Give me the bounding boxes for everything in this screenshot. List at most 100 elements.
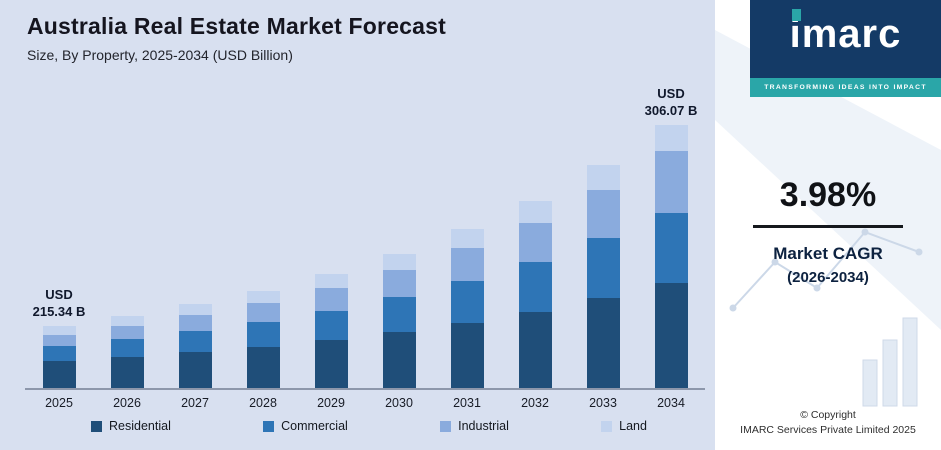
chart-header: Australia Real Estate Market Forecast Si… <box>27 13 446 63</box>
segment-land-2029 <box>314 274 348 288</box>
imarc-logo-text: imarc <box>789 12 902 56</box>
segment-land-2026 <box>110 316 144 326</box>
segment-commercial-2030 <box>382 297 416 332</box>
segment-commercial-2033 <box>586 238 620 298</box>
segment-commercial-2026 <box>110 339 144 357</box>
legend-item-residential: Residential <box>91 419 171 433</box>
chart-title: Australia Real Estate Market Forecast <box>27 13 447 39</box>
x-tick-2027: 2027 <box>181 396 209 410</box>
legend-label-residential: Residential <box>109 419 171 433</box>
bar-total-label-2025: USD 215.34 B <box>32 287 86 320</box>
logo-accent-mark <box>791 9 801 21</box>
segment-industrial-2025 <box>42 335 76 346</box>
x-tick-2033: 2033 <box>589 396 617 410</box>
segment-commercial-2029 <box>314 311 348 340</box>
copyright-line2: IMARC Services Private Limited 2025 <box>740 423 916 436</box>
legend: Residential Commercial Industrial Land <box>25 419 705 433</box>
brand-panel: imarc TRANSFORMING IDEAS INTO IMPACT 3.9… <box>715 0 941 450</box>
segment-industrial-2034 <box>654 151 688 213</box>
segment-industrial-2027 <box>178 315 212 331</box>
cagr-value: 3.98% <box>779 176 877 214</box>
segment-residential-2033 <box>586 298 620 388</box>
segment-industrial-2028 <box>246 303 280 322</box>
stacked-bar-2025 <box>42 326 76 388</box>
segment-commercial-2025 <box>42 346 76 361</box>
segment-commercial-2031 <box>450 281 484 323</box>
bar-column-2025: USD 215.34 B <box>25 90 93 388</box>
segment-land-2028 <box>246 291 280 303</box>
segment-commercial-2027 <box>178 331 212 352</box>
segment-residential-2031 <box>450 323 484 388</box>
segment-residential-2027 <box>178 352 212 388</box>
segment-industrial-2032 <box>518 223 552 262</box>
x-tick-2032: 2032 <box>521 396 549 410</box>
segment-industrial-2029 <box>314 288 348 311</box>
bar-column-2034: USD 306.07 B <box>637 86 705 388</box>
segment-commercial-2028 <box>246 322 280 347</box>
x-tick-2030: 2030 <box>385 396 413 410</box>
segment-residential-2032 <box>518 312 552 388</box>
legend-item-industrial: Industrial <box>440 419 509 433</box>
segment-industrial-2030 <box>382 270 416 297</box>
legend-swatch-land <box>601 420 613 432</box>
x-tick-2028: 2028 <box>249 396 277 410</box>
segment-land-2032 <box>518 201 552 223</box>
bar-column-2028 <box>229 90 297 388</box>
copyright-line1: © Copyright <box>800 408 856 421</box>
bar-total-label-2034: USD 306.07 B <box>644 86 698 119</box>
bar-column-2031 <box>433 90 501 388</box>
chart-section: Australia Real Estate Market Forecast Si… <box>0 0 715 450</box>
legend-label-industrial: Industrial <box>458 419 509 433</box>
segment-residential-2034 <box>654 283 688 388</box>
segment-commercial-2034 <box>654 213 688 283</box>
imarc-tagline: TRANSFORMING IDEAS INTO IMPACT <box>750 78 941 97</box>
stacked-bar-2029 <box>314 274 348 388</box>
x-tick-2026: 2026 <box>113 396 141 410</box>
stacked-bar-2027 <box>178 304 212 388</box>
stacked-bar-2032 <box>518 201 552 388</box>
cagr-block: 3.98% Market CAGR (2026-2034) <box>715 176 941 286</box>
x-axis-labels: 2025 2026 2027 2028 2029 2030 2031 2032 2033 2034 <box>25 396 705 410</box>
bar-column-2026 <box>93 90 161 388</box>
x-tick-2031: 2031 <box>453 396 481 410</box>
segment-residential-2030 <box>382 332 416 388</box>
segment-residential-2026 <box>110 357 144 388</box>
x-tick-2025: 2025 <box>45 396 73 410</box>
x-tick-2034: 2034 <box>657 396 685 410</box>
segment-land-2025 <box>42 326 76 335</box>
segment-land-2031 <box>450 229 484 248</box>
imarc-logo-wrap: imarc <box>789 9 902 56</box>
segment-land-2027 <box>178 304 212 315</box>
bar-column-2030 <box>365 90 433 388</box>
segment-industrial-2031 <box>450 248 484 281</box>
copyright: © Copyright IMARC Services Private Limit… <box>715 408 941 438</box>
segment-land-2033 <box>586 165 620 190</box>
segment-land-2034 <box>654 125 688 151</box>
cagr-period: (2026-2034) <box>787 269 869 286</box>
segment-commercial-2032 <box>518 262 552 312</box>
stacked-bar-2033 <box>586 165 620 388</box>
legend-swatch-residential <box>91 420 102 432</box>
legend-swatch-industrial <box>440 420 452 432</box>
legend-item-commercial: Commercial <box>263 419 348 433</box>
segment-residential-2028 <box>246 347 280 388</box>
bar-column-2029 <box>297 90 365 388</box>
legend-item-land: Land <box>601 419 647 433</box>
chart-subtitle: Size, By Property, 2025-2034 (USD Billio… <box>27 47 293 63</box>
x-tick-2029: 2029 <box>317 396 345 410</box>
stacked-bar-2026 <box>110 316 144 388</box>
imarc-logo: imarc TRANSFORMING IDEAS INTO IMPACT <box>750 0 941 97</box>
plot-area: USD 215.34 B USD 306.07 B <box>25 86 705 390</box>
segment-industrial-2033 <box>586 190 620 238</box>
segment-industrial-2026 <box>110 326 144 339</box>
bar-column-2027 <box>161 90 229 388</box>
stacked-bar-2034 <box>654 125 688 388</box>
stacked-bar-2030 <box>382 254 416 388</box>
segment-land-2030 <box>382 254 416 270</box>
legend-label-commercial: Commercial <box>281 419 348 433</box>
legend-label-land: Land <box>619 419 647 433</box>
stacked-bar-2031 <box>450 229 484 388</box>
segment-residential-2025 <box>42 361 76 388</box>
bar-column-2033 <box>569 90 637 388</box>
